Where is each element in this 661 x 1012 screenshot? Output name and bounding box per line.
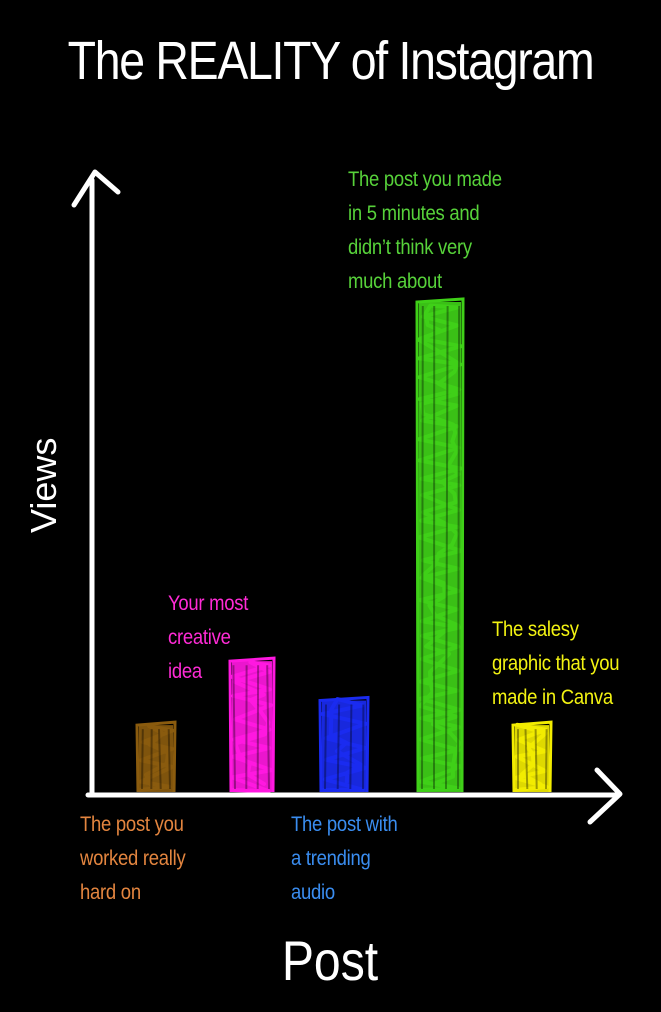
bar-2 <box>318 695 370 793</box>
y-axis-label: Views <box>23 437 64 533</box>
chart-title: The REALITY of Instagram <box>67 31 595 91</box>
bar-label-0: The post you worked really hard on <box>80 813 186 904</box>
bar-3 <box>415 297 465 793</box>
bar-0 <box>135 720 177 793</box>
axes-group <box>71 169 623 825</box>
bar-label-1: Your most creative idea <box>168 592 249 683</box>
bar-1 <box>228 656 276 794</box>
bar-label-4: The salesy graphic that you made in Canv… <box>492 618 620 709</box>
bar-label-2: The post with a trending audio <box>291 813 398 904</box>
bars-group <box>135 297 553 794</box>
y-axis-arrowhead <box>71 169 121 208</box>
bar-label-3: The post you made in 5 minutes and didn’… <box>348 168 502 293</box>
x-axis-label: Post <box>281 929 379 992</box>
bar-4 <box>511 720 553 793</box>
x-axis-arrowhead <box>587 767 623 825</box>
